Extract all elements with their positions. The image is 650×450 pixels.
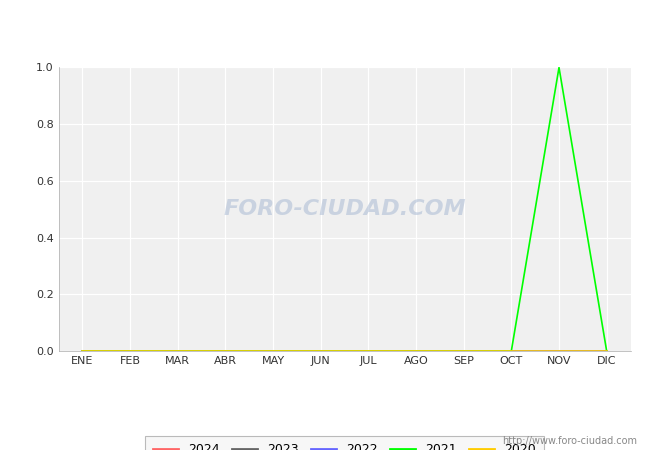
2020 (222, 348, 229, 354)
2020 (412, 348, 420, 354)
2022 (79, 348, 86, 354)
2024 (412, 348, 420, 354)
Text: http://www.foro-ciudad.com: http://www.foro-ciudad.com (502, 436, 637, 446)
2021 (508, 348, 515, 354)
2020 (79, 348, 86, 354)
2021 (222, 348, 229, 354)
2020 (317, 348, 324, 354)
2024 (126, 348, 134, 354)
2023 (79, 348, 86, 354)
2021 (174, 348, 181, 354)
2021 (126, 348, 134, 354)
2021 (79, 348, 86, 354)
2023 (412, 348, 420, 354)
2024 (222, 348, 229, 354)
2021 (603, 348, 610, 354)
2023 (555, 348, 563, 354)
2022 (126, 348, 134, 354)
2021 (555, 65, 563, 70)
2024 (460, 348, 467, 354)
2024 (269, 348, 277, 354)
Line: 2021: 2021 (83, 68, 606, 351)
Text: Matriculaciones de Vehiculos en Madarcos: Matriculaciones de Vehiculos en Madarcos (155, 9, 495, 24)
2022 (269, 348, 277, 354)
2022 (460, 348, 467, 354)
2020 (269, 348, 277, 354)
2021 (317, 348, 324, 354)
2023 (269, 348, 277, 354)
Text: FORO-CIUDAD.COM: FORO-CIUDAD.COM (223, 199, 466, 219)
2020 (365, 348, 372, 354)
2020 (508, 348, 515, 354)
2020 (555, 348, 563, 354)
2020 (126, 348, 134, 354)
2022 (317, 348, 324, 354)
2024 (603, 348, 610, 354)
Legend: 2024, 2023, 2022, 2021, 2020: 2024, 2023, 2022, 2021, 2020 (146, 436, 543, 450)
2023 (603, 348, 610, 354)
2022 (555, 348, 563, 354)
2020 (460, 348, 467, 354)
2023 (126, 348, 134, 354)
2021 (269, 348, 277, 354)
2024 (365, 348, 372, 354)
2023 (174, 348, 181, 354)
2022 (222, 348, 229, 354)
2022 (508, 348, 515, 354)
2022 (174, 348, 181, 354)
2023 (460, 348, 467, 354)
2023 (508, 348, 515, 354)
2020 (603, 348, 610, 354)
2023 (222, 348, 229, 354)
2022 (412, 348, 420, 354)
2021 (365, 348, 372, 354)
2024 (79, 348, 86, 354)
2020 (174, 348, 181, 354)
2021 (412, 348, 420, 354)
2024 (555, 348, 563, 354)
2022 (603, 348, 610, 354)
2021 (460, 348, 467, 354)
2024 (174, 348, 181, 354)
2022 (365, 348, 372, 354)
2024 (508, 348, 515, 354)
2023 (317, 348, 324, 354)
2023 (365, 348, 372, 354)
2024 (317, 348, 324, 354)
